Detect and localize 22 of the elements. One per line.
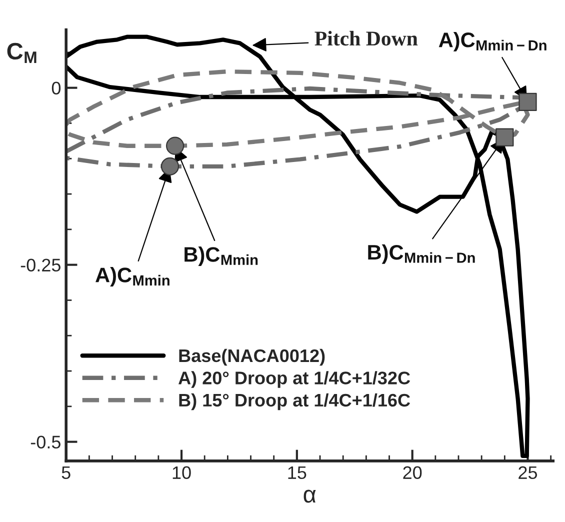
x-tick-label: 5 [62,466,70,480]
x-tick-label: 20 [403,466,422,480]
legend-label: Base(NACA0012) [179,348,325,366]
y-tick-label: 0 [52,82,61,95]
y-tick-label: -0.5 [30,436,60,449]
legend-label: A) 20° Droop at 1/4C+1/32C [178,371,410,388]
point [518,92,537,112]
x-tick-label: 10 [172,466,191,480]
y-axis-title: C$_{M}$ [7,42,36,64]
annotation: B)C$_{Mmin−Dn}$ [368,244,475,264]
point [160,157,180,176]
annotation: B)C$_{Mmin}$ [184,246,258,266]
x-tick-label: 25 [518,466,538,480]
y-tick-label: -0.25 [20,258,60,272]
annotation: A)C$_{Mmin}$ [96,267,170,286]
point [166,136,184,155]
x-axis-title: α [304,490,316,503]
point [496,128,514,146]
legend-label: B) 15° Droop at 1/4C+1/16C [179,393,410,410]
annotation: Pitch Down [314,30,418,46]
x-tick-label: 15 [288,466,306,480]
annotation: A)C$_{Mmin−Dn}$ [438,32,546,52]
